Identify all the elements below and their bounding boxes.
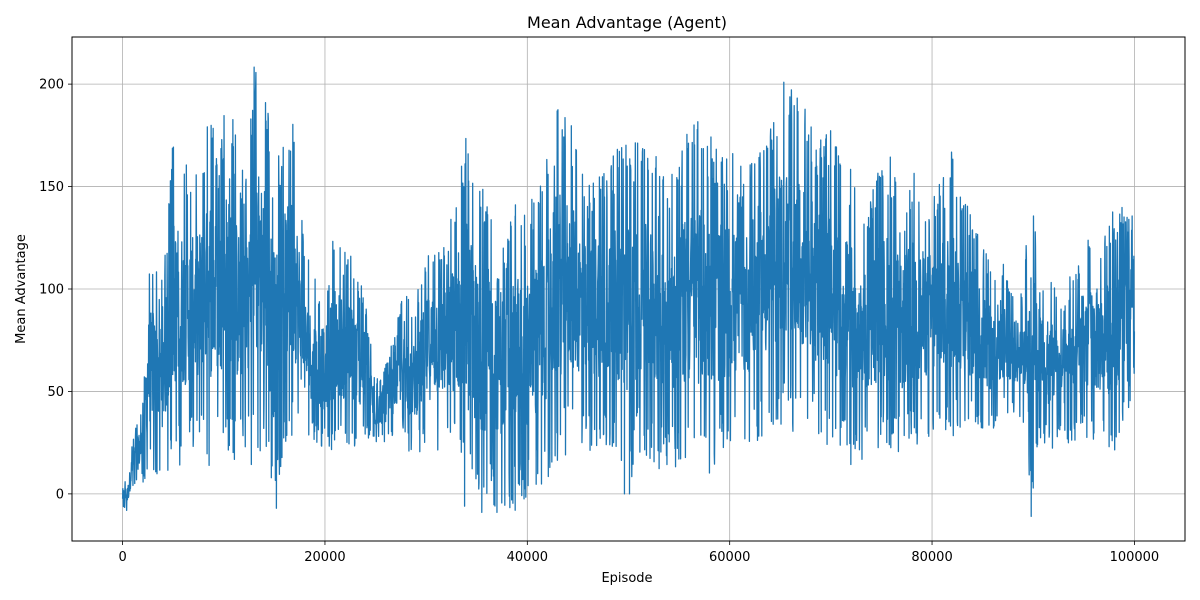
y-tick-label: 100 [39, 283, 64, 298]
chart-title: Mean Advantage (Agent) [527, 13, 727, 32]
x-tick-label: 40000 [507, 550, 548, 565]
series-line [121, 66, 1136, 518]
x-tick-label: 80000 [911, 550, 952, 565]
y-tick-label: 50 [47, 385, 64, 400]
y-tick-label: 150 [39, 180, 64, 195]
x-axis-label: Episode [601, 571, 652, 586]
x-tick-label: 20000 [304, 550, 345, 565]
series-layer [121, 66, 1136, 518]
x-tick-label: 60000 [709, 550, 750, 565]
x-tick-label: 0 [118, 550, 126, 565]
x-ticks: 0 20000 40000 60000 80000 100000 [118, 541, 1159, 565]
y-axis-label: Mean Advantage [14, 234, 29, 344]
y-tick-label: 0 [56, 487, 64, 502]
x-tick-label: 100000 [1110, 550, 1160, 565]
y-tick-label: 200 [39, 78, 64, 93]
y-ticks: 0 50 100 150 200 [39, 78, 72, 502]
